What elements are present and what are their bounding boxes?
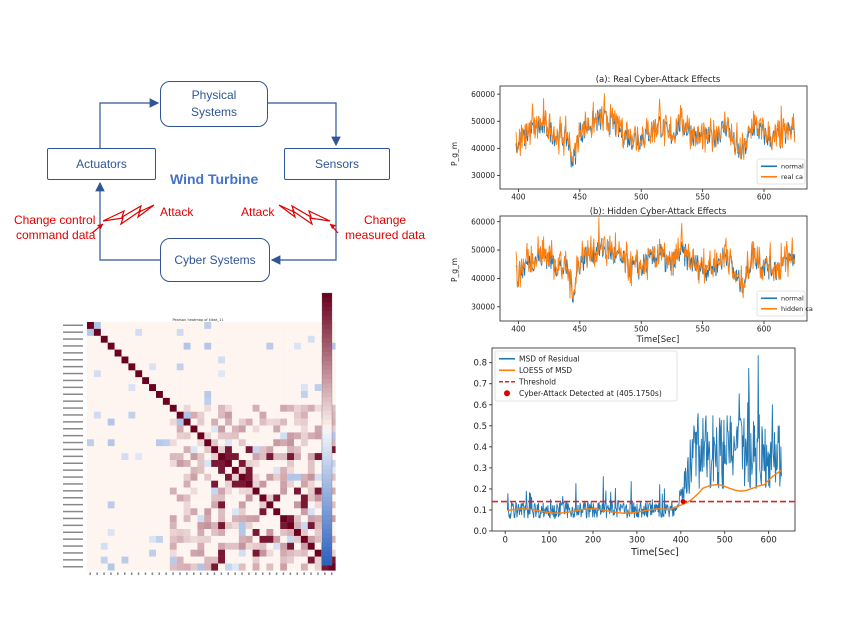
change-measured-label: Change measured data [345,213,426,242]
y-tick-label: 0.0 [473,527,487,537]
y-tick-label: 30000 [471,171,495,180]
chart-a-ylabel: P_g_m [450,142,459,166]
sensors-box: Sensors [284,148,390,180]
cyber-systems-box: Cyber Systems [160,238,270,282]
attack-label-right: Attack [241,205,275,219]
y-tick-label: 50000 [471,117,495,126]
y-tick-label: 0.2 [473,485,487,495]
chart-real-attack: (a): Real Cyber-Attack Effects P_g_m 400… [450,75,808,202]
y-tick-label: 60000 [471,90,495,99]
x-tick-label: 300 [629,536,645,546]
chart-msd-residual: Time[Sec] 0 100 200 300 400 500 600 0.0 0.1 0.2 0.… [473,347,796,558]
y-tick-label: 60000 [471,217,495,226]
arrow-cyber-to-actuators [95,181,160,261]
y-tick-label: 0.5 [473,422,487,432]
lightning-icon [278,204,331,226]
y-tick-label: 0.3 [473,464,487,474]
x-tick-label: 0 [502,536,507,546]
x-tick-label: 500 [634,193,649,202]
series-line-attack [515,217,796,301]
y-tick-label: 0.6 [473,401,487,411]
series-line-normal [515,108,796,168]
arrow-actuators-to-physical [99,98,160,148]
correlation-heatmap: Pearson heatmap of kitwt_11 [63,292,336,575]
series-line-attack [515,93,796,164]
y-tick-label: 40000 [471,274,495,283]
y-tick-label: 40000 [471,144,495,153]
legend-entry: MSD of Residual [519,354,580,363]
chart-b-title: (b): Hidden Cyber-Attack Effects [590,207,727,217]
wind-turbine-title: Wind Turbine [170,171,259,187]
heatmap-cells [63,322,336,575]
actuators-box: Actuators [47,148,156,180]
x-tick-label: 600 [761,536,777,546]
legend-entry: real ca [781,173,803,181]
heatmap-title: Pearson heatmap of kitwt_11 [172,318,223,322]
y-tick-label: 0.4 [473,443,487,453]
x-tick-label: 550 [695,193,710,202]
lightning-icon [102,204,155,226]
x-tick-label: 100 [541,536,557,546]
x-tick-label: 400 [673,536,689,546]
chart-b-ylabel: P_g_m [450,258,459,282]
x-tick-label: 450 [573,325,588,334]
attack-label-left: Attack [160,205,194,219]
y-tick-label: 0.8 [473,359,487,369]
legend-entry: hidden ca [781,305,813,313]
x-tick-label: 550 [695,325,710,334]
y-tick-label: 50000 [471,246,495,255]
x-tick-label: 400 [511,325,526,334]
x-tick-label: 200 [585,536,601,546]
x-tick-label: 500 [717,536,733,546]
x-tick-label: 400 [511,193,526,202]
chart-a-title: (a): Real Cyber-Attack Effects [596,75,721,85]
chart-b-xlabel: Time[Sec] [636,335,680,345]
chart-hidden-attack: (b): Hidden Cyber-Attack Effects P_g_m T… [450,207,813,345]
arrow-physical-to-sensors [268,102,341,147]
series-line-loess [507,469,783,514]
series-line-msd [506,355,782,520]
x-tick-label: 600 [757,193,772,202]
x-tick-label: 500 [634,325,649,334]
x-tick-label: 450 [573,193,588,202]
y-tick-label: 0.7 [473,380,487,390]
legend-entry: LOESS of MSD [519,366,572,375]
change-control-label: Change control command data [14,213,96,242]
x-tick-label: 600 [757,325,772,334]
diagram-connectors [91,98,341,265]
legend-entry: Cyber-Attack Detected at (405.1750s) [519,389,662,398]
physical-systems-box: Physical Systems [160,81,268,127]
legend-entry: normal [781,295,804,303]
y-tick-label: 30000 [471,302,495,311]
legend-entry: normal [781,163,804,171]
heatmap-colorbar [321,292,333,566]
detection-point [680,499,686,505]
y-tick-label: 0.1 [473,506,487,516]
chart-c-xlabel: Time[Sec] [630,547,679,558]
legend-entry: Threshold [518,377,556,386]
arrow-sensors-to-cyber [270,180,337,265]
